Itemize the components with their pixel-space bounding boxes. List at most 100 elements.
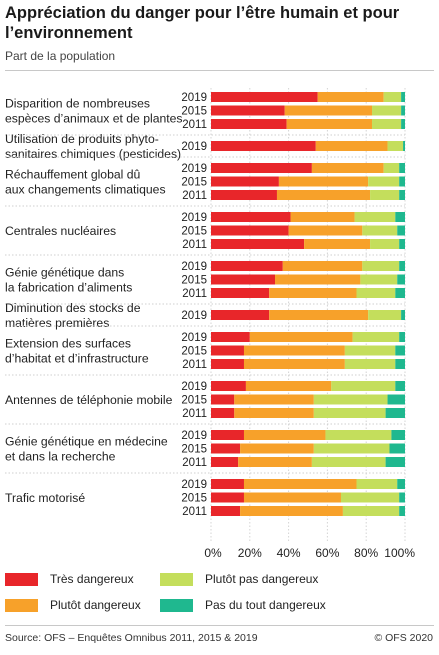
bar-segment [286, 119, 373, 129]
bar-segment [372, 105, 402, 116]
year-label: 2019 [181, 212, 207, 224]
bar-segment [368, 176, 400, 187]
bar-segment [362, 225, 398, 236]
x-tick-label: 60% [315, 546, 339, 560]
bar-segment [211, 92, 318, 102]
bar-segment [356, 479, 398, 489]
x-tick-label: 100% [384, 546, 415, 560]
year-label: 2011 [182, 119, 207, 131]
bar-segment [397, 274, 405, 285]
year-label: 2019 [181, 141, 207, 153]
bar-segment [383, 92, 402, 102]
year-label: 2011 [182, 408, 207, 420]
bar-segment [284, 105, 373, 116]
bar-segment [385, 408, 405, 418]
bar-segment [269, 288, 357, 298]
bar-segment [211, 430, 244, 440]
bar-segment [243, 345, 345, 356]
bar-segment [249, 332, 353, 342]
bar-segment [399, 332, 405, 342]
bar-segment [391, 430, 405, 440]
bar-segment [211, 288, 270, 298]
bar-segment [245, 381, 332, 391]
bar-segment [211, 239, 305, 249]
year-label: 2015 [181, 346, 207, 358]
year-label: 2019 [181, 261, 207, 273]
bar-segment [243, 479, 357, 489]
bar-segment [372, 119, 402, 129]
category-label: sanitaires chimiques (pesticides) [5, 147, 181, 161]
category-label: et dans la recherche [5, 450, 116, 464]
year-label: 2011 [182, 457, 207, 469]
bar-segment [395, 288, 405, 298]
bar-segment [313, 443, 390, 454]
legend-label: Très dangereux [50, 572, 134, 586]
year-label: 2019 [181, 332, 207, 344]
category-label: Extension des surfaces [5, 337, 131, 351]
bar-segment [211, 310, 270, 320]
bar-segment [399, 492, 405, 503]
bar-segment [211, 443, 241, 454]
bar-segment [243, 492, 341, 503]
bar-segment [211, 506, 241, 516]
bar-segment [344, 359, 396, 369]
bar-segment [211, 261, 283, 271]
year-label: 2019 [181, 92, 207, 104]
source-note: Source: OFS – Enquêtes Omnibus 2011, 201… [5, 632, 258, 644]
bar-segment [211, 345, 244, 356]
bar-segment [290, 212, 355, 222]
category-label: Utilisation de produits phyto- [5, 132, 159, 146]
bar-segment [276, 190, 371, 200]
bar-segment [211, 274, 276, 285]
bar-segment [211, 176, 279, 187]
bar-segment [313, 408, 386, 418]
bar-segment [234, 394, 314, 405]
year-label: 2015 [181, 444, 207, 456]
bar-segment [269, 310, 369, 320]
x-tick-label: 20% [238, 546, 262, 560]
bar-segment [387, 394, 405, 405]
bar-segment [317, 92, 384, 102]
bar-segment [401, 92, 405, 102]
chart-legend: Très dangereux Plutôt dangereux Plutôt p… [0, 560, 439, 620]
legend-swatch-tres-dangereux [5, 572, 38, 586]
top-divider [5, 70, 434, 71]
bar-segment [211, 394, 235, 405]
category-label: matières premières [5, 316, 109, 330]
bar-segment [211, 408, 235, 418]
bar-segment [243, 430, 326, 440]
bar-segment [397, 225, 405, 236]
legend-swatch-plutot-pas-dangereux [160, 572, 193, 586]
bar-segment [315, 141, 388, 151]
bar-segment [387, 141, 404, 151]
bar-segment [240, 506, 343, 516]
bar-segment [211, 492, 244, 503]
bar-segment [313, 394, 388, 405]
bar-segment [243, 359, 345, 369]
bar-segment [354, 212, 396, 222]
year-label: 2019 [181, 479, 207, 491]
legend-item-plutot-pas-dangereux: Plutôt pas dangereux [160, 572, 318, 586]
bar-segment [304, 239, 371, 249]
bar-segment [311, 457, 386, 467]
year-label: 2015 [181, 395, 207, 407]
legend-swatch-pas-du-tout-dangereux [160, 598, 193, 612]
bar-segment [401, 119, 405, 129]
bar-segment [211, 163, 312, 173]
category-label: Antennes de téléphonie mobile [5, 393, 173, 407]
bar-segment [234, 408, 314, 418]
bar-segment [403, 141, 405, 151]
year-label: 2015 [181, 493, 207, 505]
copyright-note: © OFS 2020 [374, 632, 433, 644]
year-label: 2019 [181, 430, 207, 442]
bar-segment [211, 190, 277, 200]
year-label: 2011 [182, 359, 207, 371]
bar-segment [397, 479, 405, 489]
bar-segment [238, 457, 312, 467]
year-label: 2011 [182, 506, 207, 518]
legend-label: Plutôt pas dangereux [205, 572, 319, 586]
bar-segment [331, 381, 396, 391]
bar-segment [362, 261, 400, 271]
year-label: 2015 [181, 177, 207, 189]
